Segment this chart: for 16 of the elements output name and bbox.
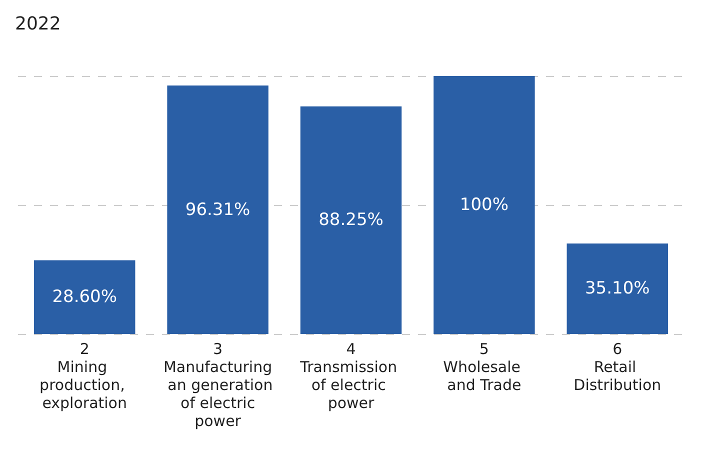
- data-label: 35.10%: [584, 278, 650, 299]
- data-label: 28.60%: [52, 287, 118, 308]
- bar: [434, 76, 535, 334]
- bar: [167, 86, 268, 334]
- x-tick-label: 6 Retail Distribution: [574, 340, 662, 394]
- bar: [300, 106, 402, 334]
- bar: [34, 260, 136, 334]
- x-tick-label: 5 Wholesale and Trade: [443, 340, 526, 394]
- bar: [566, 243, 668, 334]
- data-label: 100%: [460, 195, 509, 215]
- x-tick-label: 2 Mining production, exploration: [40, 340, 130, 412]
- x-tick-label: 3 Manufacturing an generation of electric power: [162, 340, 273, 430]
- data-label: 96.31%: [185, 200, 250, 220]
- chart-title: 2022: [15, 14, 61, 34]
- x-tick-label: 4 Transmission of electric power: [299, 340, 402, 412]
- data-label: 88.25%: [318, 210, 384, 230]
